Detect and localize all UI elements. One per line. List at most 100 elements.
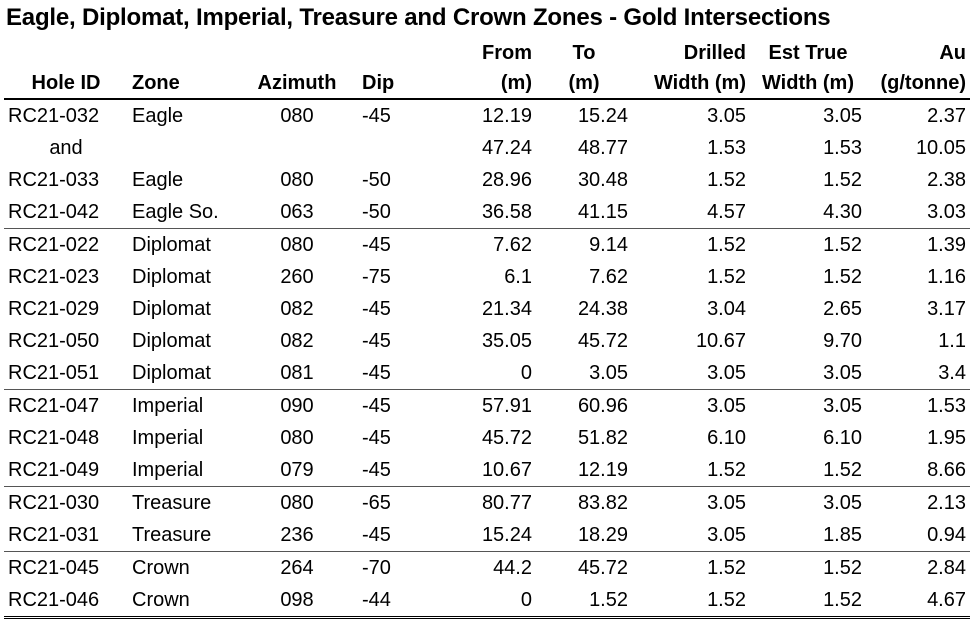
cell-zone: Diplomat: [132, 330, 211, 352]
cell-from: 47.24: [481, 137, 532, 159]
cell-drilled-width: 6.10: [707, 427, 746, 449]
cell-drilled-width: 1.52: [707, 266, 746, 288]
table-row: RC21-033 Eagle 080 -50 28.96 30.48 1.52 1.52 2.3…: [4, 164, 970, 196]
cell-hole-id: RC21-045: [4, 551, 128, 584]
cell-azimuth: 063: [280, 201, 314, 223]
cell-dip: [358, 132, 442, 164]
cell-true-width: 1.52: [750, 584, 866, 619]
cell-from: 35.05: [481, 330, 532, 352]
table-row: RC21-029 Diplomat 082 -45 21.34 24.38 3.04 2.65…: [4, 293, 970, 325]
cell-from: 21.34: [481, 298, 532, 320]
header-drilled-width: Width (m): [632, 68, 750, 100]
table-row: RC21-030 Treasure 080 -65 80.77 83.82 3.05 3.05…: [4, 486, 970, 519]
cell-dip: -50: [362, 201, 391, 223]
cell-dip: -45: [362, 524, 391, 546]
cell-hole-id: RC21-032: [8, 105, 100, 127]
cell-to: 15.24: [577, 105, 628, 127]
cell-hole-id: RC21-022: [4, 228, 128, 261]
cell-to: 3.05: [589, 362, 628, 384]
cell-from: 15.24: [481, 524, 532, 546]
cell-drilled-width: 4.57: [707, 201, 746, 223]
cell-hole-id: RC21-030: [4, 486, 128, 519]
table-row: RC21-046 Crown 098 -44 0 1.52 1.52 1.52 4.67: [4, 584, 970, 619]
cell-to: 83.82: [536, 486, 632, 519]
cell-dip: -45: [362, 105, 391, 127]
cell-azimuth: 090: [236, 389, 358, 422]
cell-to: 24.38: [577, 298, 628, 320]
cell-azimuth: 080: [280, 169, 314, 191]
cell-drilled-width: 3.04: [707, 298, 746, 320]
cell-au: 3.03: [927, 201, 966, 223]
cell-hole-id: RC21-033: [8, 169, 100, 191]
cell-au: 2.13: [866, 486, 970, 519]
cell-true-width: 1.52: [750, 551, 866, 584]
cell-hole-id: RC21-023: [8, 266, 100, 288]
cell-drilled-width: 3.05: [632, 486, 750, 519]
cell-true-width: 1.52: [823, 266, 862, 288]
cell-azimuth: 080: [236, 228, 358, 261]
cell-azimuth: 236: [280, 524, 314, 546]
cell-hole-id: RC21-048: [8, 427, 100, 449]
cell-to: 7.62: [589, 266, 628, 288]
header-zone: Zone: [128, 68, 236, 100]
header-zone-top: [128, 38, 236, 68]
cell-zone: Imperial: [128, 389, 236, 422]
cell-au: 4.67: [866, 584, 970, 619]
cell-from: 80.77: [442, 486, 536, 519]
cell-au: 0.94: [927, 524, 966, 546]
cell-to: 51.82: [577, 427, 628, 449]
table-row: RC21-023 Diplomat 260 -75 6.1 7.62 1.52 1.52 1.1…: [4, 261, 970, 293]
cell-from: 12.19: [481, 105, 532, 127]
cell-dip: -45: [362, 362, 391, 384]
cell-azimuth: 082: [280, 298, 314, 320]
cell-dip: -45: [358, 389, 442, 422]
cell-to: 45.72: [536, 551, 632, 584]
cell-azimuth: 098: [236, 584, 358, 619]
cell-from: 7.62: [442, 228, 536, 261]
cell-true-width: 3.05: [750, 389, 866, 422]
cell-drilled-width: 3.05: [632, 389, 750, 422]
header-au-top: Au: [939, 42, 966, 64]
cell-true-width: 3.05: [823, 105, 862, 127]
cell-zone: Diplomat: [132, 362, 211, 384]
cell-au: 10.05: [915, 137, 966, 159]
cell-dip: -45: [362, 459, 391, 481]
cell-to: 60.96: [536, 389, 632, 422]
cell-from: 36.58: [481, 201, 532, 223]
cell-to: 45.72: [577, 330, 628, 352]
cell-zone: Diplomat: [132, 298, 211, 320]
cell-dip: -45: [358, 228, 442, 261]
cell-true-width: 1.52: [750, 228, 866, 261]
header-true-width-top: Est True: [768, 42, 848, 64]
cell-dip: -45: [362, 330, 391, 352]
gold-intersections-table: From To Drilled Est True Au Hole ID Zone…: [4, 38, 970, 619]
cell-drilled-width: 1.52: [632, 228, 750, 261]
cell-azimuth: 080: [236, 486, 358, 519]
cell-to: 30.48: [577, 169, 628, 191]
header-dip-top: [358, 38, 442, 68]
cell-hole-id: RC21-050: [8, 330, 100, 352]
cell-dip: -44: [358, 584, 442, 619]
cell-dip: -45: [362, 427, 391, 449]
cell-true-width: 1.52: [823, 459, 862, 481]
cell-to: 12.19: [577, 459, 628, 481]
cell-zone: Treasure: [132, 524, 212, 546]
table-row: RC21-051 Diplomat 081 -45 0 3.05 3.05 3.05 3.4: [4, 357, 970, 390]
cell-true-width: 6.10: [823, 427, 862, 449]
cell-to: 1.52: [536, 584, 632, 619]
cell-true-width: 4.30: [823, 201, 862, 223]
cell-drilled-width: 1.52: [707, 459, 746, 481]
cell-drilled-width: 1.52: [707, 169, 746, 191]
cell-azimuth: [236, 132, 358, 164]
cell-zone: Eagle: [132, 105, 184, 127]
cell-zone: Crown: [128, 551, 236, 584]
header-hole-id: Hole ID: [4, 68, 128, 100]
cell-zone: Eagle: [132, 169, 184, 191]
table-row: RC21-045 Crown 264 -70 44.2 45.72 1.52 1.52 2.84: [4, 551, 970, 584]
table-row: RC21-048 Imperial 080 -45 45.72 51.82 6.10 6.10…: [4, 422, 970, 454]
cell-zone: Diplomat: [128, 228, 236, 261]
header-true-width: Width (m): [750, 68, 866, 100]
cell-from: 28.96: [481, 169, 532, 191]
cell-true-width: 1.53: [823, 137, 862, 159]
cell-true-width: 3.05: [750, 486, 866, 519]
